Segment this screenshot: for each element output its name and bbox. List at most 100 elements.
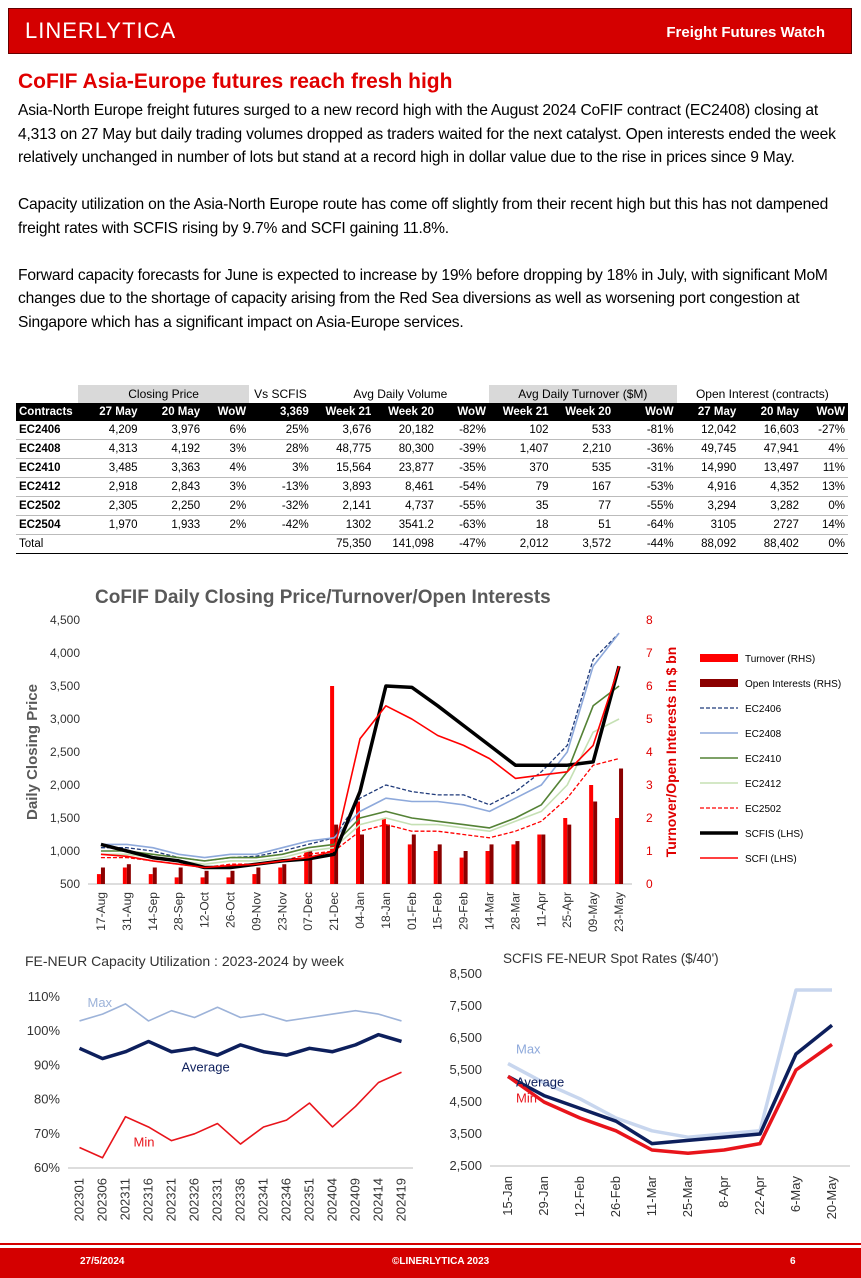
x-tick-label: 01-Feb xyxy=(405,892,419,930)
y2-tick-label: 4 xyxy=(646,745,653,759)
column-header: Contracts xyxy=(16,403,78,421)
y-tick-label: 100% xyxy=(27,1023,61,1038)
table-cell: 3105 xyxy=(676,515,740,535)
table-cell: -81% xyxy=(614,421,677,440)
table-cell: 25% xyxy=(249,421,312,440)
bar xyxy=(230,870,235,884)
bar xyxy=(459,857,464,884)
series-label: Average xyxy=(516,1074,564,1089)
bar xyxy=(381,818,386,884)
table-cell: 75,350 xyxy=(311,534,375,554)
y-tick-label: 60% xyxy=(34,1160,60,1175)
bar xyxy=(278,867,283,884)
table-cell: 3,363 xyxy=(140,458,204,478)
y-tick-label: 4,500 xyxy=(449,1094,482,1109)
x-tick-label: 25-Apr xyxy=(560,892,574,928)
bar xyxy=(96,874,101,884)
x-tick-label: 12-Oct xyxy=(198,891,212,928)
table-cell: 51 xyxy=(551,515,615,535)
footer-bar: 27/5/2024 ©LINERLYTICA 2023 6 xyxy=(0,1245,861,1278)
series-line xyxy=(100,665,620,869)
bar xyxy=(567,824,572,884)
column-header: 27 May xyxy=(78,403,141,421)
table-cell: -55% xyxy=(436,496,489,516)
bar xyxy=(619,768,624,884)
bar xyxy=(334,824,339,884)
header-bar: LINERLYTICA Freight Futures Watch xyxy=(8,8,852,54)
table-cell: 2,012 xyxy=(488,534,552,554)
x-tick-label: 12-Feb xyxy=(572,1176,587,1217)
column-header: Week 20 xyxy=(551,403,615,421)
table-cell: -53% xyxy=(614,477,677,497)
x-tick-label: 6-May xyxy=(788,1176,803,1213)
series-label: Average xyxy=(182,1060,230,1075)
x-tick-label: 202404 xyxy=(325,1178,340,1221)
table-cell: EC2412 xyxy=(16,477,78,497)
legend-label: SCFI (LHS) xyxy=(745,854,797,865)
x-tick-label: 29-Jan xyxy=(536,1176,551,1216)
x-tick-label: 202311 xyxy=(118,1178,133,1220)
table-cell: 47,941 xyxy=(739,439,802,459)
x-tick-label: 22-Apr xyxy=(752,1175,767,1215)
table-cell: 23,877 xyxy=(374,458,437,478)
table-cell: 370 xyxy=(488,458,552,478)
x-tick-label: 20-May xyxy=(824,1176,839,1220)
table-cell: 0% xyxy=(801,534,848,554)
table-cell: 3,294 xyxy=(676,496,740,516)
table-cell: 3,572 xyxy=(551,534,615,554)
x-tick-label: 23-Nov xyxy=(275,892,289,931)
bar xyxy=(515,841,520,884)
table-cell: 1,933 xyxy=(140,515,204,535)
x-tick-label: 09-Nov xyxy=(249,892,263,931)
chart-title: SCFIS FE-NEUR Spot Rates ($/40') xyxy=(503,951,719,966)
footer-page: 6 xyxy=(790,1256,796,1267)
table-cell: 4,737 xyxy=(374,496,437,516)
x-tick-label: 14-Sep xyxy=(146,892,160,931)
bar xyxy=(360,834,364,884)
table-cell: 4% xyxy=(203,458,250,478)
table-cell: 3% xyxy=(203,439,250,459)
column-header: Week 21 xyxy=(488,403,552,421)
bar xyxy=(485,851,490,884)
table-cell: 48,775 xyxy=(311,439,375,459)
table-row: EC2408 4,313 4,192 3% 28% 48,775 80,300 -39% 1,4… xyxy=(16,439,848,459)
table-cell: -31% xyxy=(614,458,677,478)
column-header: 20 May xyxy=(739,403,802,421)
bar xyxy=(308,851,313,884)
x-tick-label: 202326 xyxy=(187,1178,202,1221)
bar xyxy=(463,851,468,884)
series-line xyxy=(100,665,621,870)
table-cell: 49,745 xyxy=(676,439,740,459)
x-tick-label: 202409 xyxy=(348,1178,363,1221)
x-tick-label: 15-Jan xyxy=(500,1176,515,1216)
x-tick-label: 18-Jan xyxy=(379,892,393,929)
table-cell: EC2408 xyxy=(16,439,78,459)
column-header: Week 21 xyxy=(311,403,375,421)
bar xyxy=(100,867,105,884)
x-tick-label: 31-Aug xyxy=(120,892,134,931)
group-header: Open Interest (contracts) xyxy=(695,387,829,401)
table-cell: 3% xyxy=(203,477,250,497)
series-line xyxy=(100,632,620,859)
y-tick-label: 1,500 xyxy=(50,811,80,825)
y2-tick-label: 2 xyxy=(646,811,653,825)
legend-label: EC2406 xyxy=(745,704,782,715)
table-cell: -36% xyxy=(614,439,677,459)
y2-tick-label: 1 xyxy=(646,844,653,858)
table-row: EC2412 2,918 2,843 3% -13% 3,893 8,461 -54% 79 16… xyxy=(16,477,848,497)
x-tick-label: 26-Feb xyxy=(608,1176,623,1217)
table-cell: -47% xyxy=(436,534,489,554)
bar xyxy=(174,877,179,884)
bar xyxy=(330,686,335,884)
x-tick-label: 11-Apr xyxy=(534,892,548,927)
table-cell: 141,098 xyxy=(374,534,437,554)
bar xyxy=(126,864,131,884)
column-header: WoW xyxy=(203,403,250,421)
legend-swatch xyxy=(700,679,738,687)
y2-tick-label: 8 xyxy=(646,613,653,627)
legend-swatch xyxy=(700,654,738,662)
y2-axis-label: Turnover/Open Interests in $ bn xyxy=(663,647,679,858)
table-cell: 2,843 xyxy=(140,477,204,497)
table-cell: 11% xyxy=(801,458,848,478)
table-row: EC2406 4,209 3,976 6% 25% 3,676 20,182 -82% 102 5… xyxy=(16,421,848,440)
